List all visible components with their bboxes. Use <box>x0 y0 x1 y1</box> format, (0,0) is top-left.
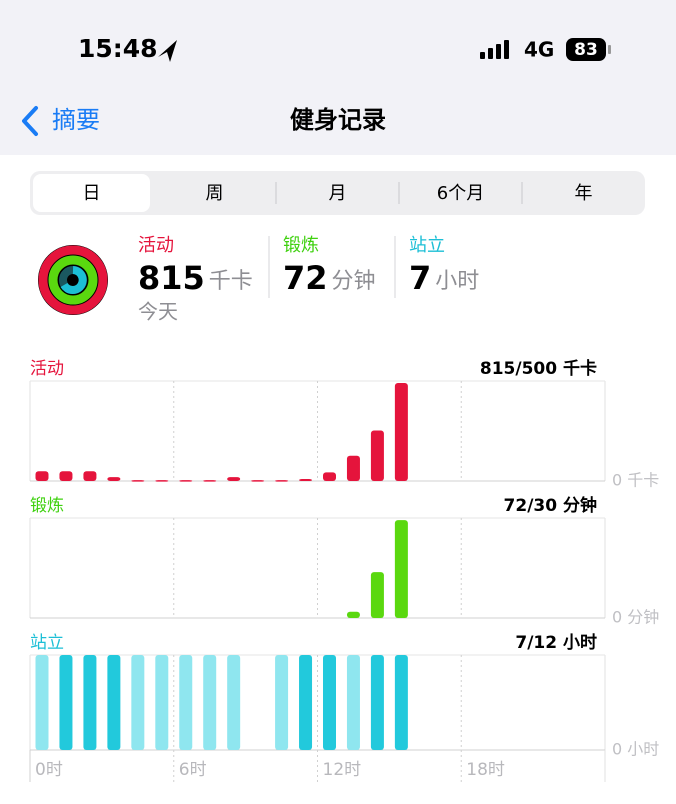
back-button[interactable]: 摘要 <box>52 106 100 134</box>
activity-rings <box>38 245 108 315</box>
bar <box>346 455 360 481</box>
metric-value: 815 <box>138 259 205 297</box>
bar <box>107 477 121 481</box>
bar <box>370 430 384 481</box>
bar <box>203 655 217 750</box>
metric-unit: 分钟 <box>332 269 376 294</box>
segment[interactable]: 日 <box>83 183 101 204</box>
bar <box>275 480 289 482</box>
bar <box>227 477 241 481</box>
bar <box>107 655 121 750</box>
chart-goal: 815/500 千卡 <box>480 358 597 379</box>
metric-unit: 千卡 <box>209 269 253 294</box>
bar <box>394 655 408 750</box>
bar <box>59 655 73 750</box>
x-label: 12时 <box>323 760 362 780</box>
status-time: 15:48 <box>78 34 158 63</box>
chart-label: 站立 <box>30 633 64 653</box>
nav-title: 健身记录 <box>290 106 386 134</box>
bar <box>179 480 193 482</box>
segment[interactable]: 月 <box>329 183 347 204</box>
metric-value: 7 <box>409 259 431 297</box>
signal-icon <box>480 40 509 59</box>
bar <box>346 611 360 618</box>
bar <box>155 655 169 750</box>
bar <box>323 472 336 481</box>
chart-goal: 72/30 分钟 <box>504 495 597 516</box>
segment[interactable]: 年 <box>575 183 593 204</box>
battery-level: 83 <box>574 40 598 60</box>
metric-label: 活动 <box>138 235 174 256</box>
battery <box>566 38 606 61</box>
bar <box>323 655 336 750</box>
bar <box>370 655 384 750</box>
metric-unit: 小时 <box>435 269 479 294</box>
bar <box>155 480 169 482</box>
metric-label: 站立 <box>409 235 445 256</box>
bar <box>59 471 73 481</box>
bar <box>275 655 289 750</box>
x-label: 6时 <box>179 760 207 780</box>
bar <box>131 655 145 750</box>
bar <box>83 471 97 481</box>
back-chevron[interactable] <box>22 106 38 136</box>
axis-label: 0 小时 <box>612 740 659 759</box>
chart-label: 活动 <box>30 359 64 379</box>
bar <box>346 655 360 750</box>
axis-label: 0 千卡 <box>612 471 659 490</box>
bar <box>131 480 145 482</box>
header-bg <box>0 0 676 155</box>
segmented-control <box>30 171 645 215</box>
metric-label: 锻炼 <box>283 235 319 256</box>
bar <box>370 572 384 618</box>
bar <box>299 479 313 481</box>
bar <box>227 655 241 750</box>
bar <box>251 480 265 482</box>
summary-date: 今天 <box>138 300 178 324</box>
bar <box>203 480 217 482</box>
segment-selected <box>33 174 150 212</box>
axis-label: 0 分钟 <box>612 608 659 627</box>
bar <box>35 471 49 481</box>
bar <box>299 655 313 750</box>
network: 4G <box>524 38 554 62</box>
metric-value: 72 <box>283 259 328 297</box>
bar <box>35 655 49 750</box>
x-label: 0时 <box>35 760 63 780</box>
segment[interactable]: 周 <box>206 183 224 204</box>
bar <box>179 655 193 750</box>
x-label: 18时 <box>466 760 505 780</box>
chart-goal: 7/12 小时 <box>515 633 597 653</box>
segment[interactable]: 6个月 <box>437 183 484 204</box>
bar <box>394 382 408 481</box>
bar <box>394 520 408 618</box>
bar <box>83 655 97 750</box>
chart-label: 锻炼 <box>30 496 64 516</box>
location-icon <box>158 40 177 62</box>
battery-tip <box>608 45 611 54</box>
